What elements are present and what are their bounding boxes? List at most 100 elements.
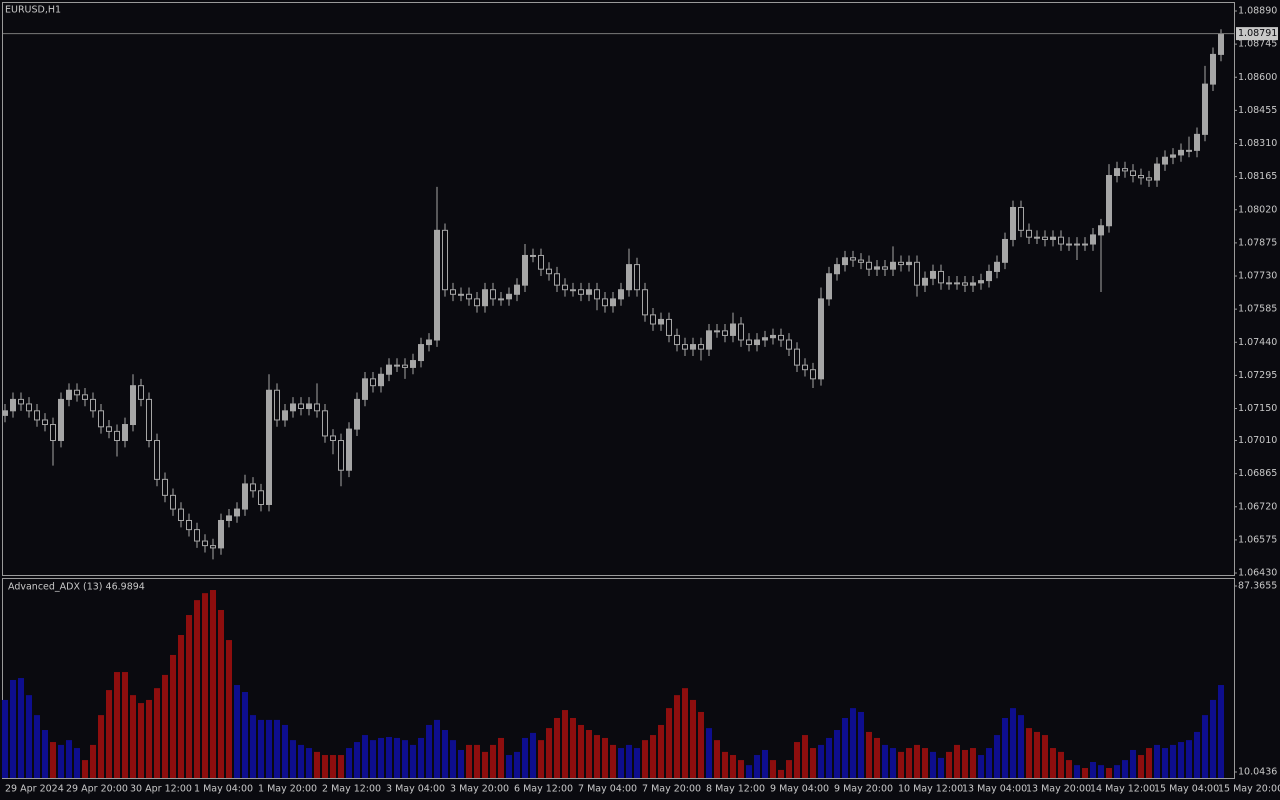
- adx-bar: [1018, 715, 1024, 778]
- adx-bar: [866, 731, 872, 778]
- adx-bar: [650, 735, 656, 778]
- candle-body: [1034, 236, 1040, 239]
- candle-body: [378, 373, 384, 387]
- candle-body: [130, 385, 136, 426]
- adx-bar: [10, 679, 16, 778]
- adx-bar: [410, 744, 416, 778]
- adx-bar: [138, 703, 144, 778]
- adx-bar: [106, 690, 112, 778]
- adx-bar: [218, 609, 224, 778]
- x-tick-label: 8 May 12:00: [706, 784, 765, 795]
- candle-body: [234, 508, 240, 517]
- candle-body: [594, 289, 600, 300]
- candle-body: [226, 515, 232, 521]
- candle-body: [154, 440, 160, 480]
- candle-body: [458, 293, 464, 296]
- adx-bar: [90, 744, 96, 778]
- x-tick-label: 9 May 04:00: [770, 784, 829, 795]
- adx-bar: [186, 615, 192, 778]
- candle-body: [258, 490, 264, 505]
- x-tick-label: 13 May 04:00: [962, 784, 1027, 795]
- adx-bar: [1050, 748, 1056, 778]
- candle-body: [498, 298, 504, 301]
- adx-bar: [594, 735, 600, 778]
- candle-body: [562, 284, 568, 291]
- candle-body: [834, 264, 840, 275]
- candle-body: [322, 410, 328, 437]
- candle-body: [770, 334, 776, 339]
- candle-body: [1074, 243, 1080, 246]
- candle-body: [1194, 133, 1200, 151]
- adx-bar: [362, 735, 368, 778]
- adx-bar: [42, 730, 48, 778]
- y-tick-label: 1.06430: [1238, 568, 1277, 579]
- candle-body: [1122, 168, 1128, 172]
- candle-body: [906, 261, 912, 266]
- candle-body: [1114, 168, 1120, 176]
- adx-bar: [634, 748, 640, 778]
- candle-body: [714, 330, 720, 333]
- last-price-label: 1.08791: [1238, 28, 1277, 39]
- candle-body: [106, 426, 112, 432]
- adx-bar: [1138, 755, 1144, 778]
- candle-body: [1170, 154, 1176, 158]
- adx-bar: [378, 737, 384, 778]
- candle-body: [626, 264, 632, 291]
- adx-bar: [394, 737, 400, 778]
- x-tick-label: 6 May 12:00: [514, 784, 573, 795]
- adx-bar: [714, 740, 720, 778]
- candle-body: [410, 360, 416, 368]
- candle-body: [778, 334, 784, 341]
- adx-bar: [674, 695, 680, 778]
- candle-body: [98, 410, 104, 428]
- adx-bar: [282, 724, 288, 778]
- adx-bar: [826, 737, 832, 778]
- x-tick-label: 14 May 12:00: [1090, 784, 1155, 795]
- candle-body: [114, 430, 120, 442]
- candle-body: [698, 344, 704, 350]
- candle-body: [1218, 33, 1224, 55]
- candle-body: [1202, 83, 1208, 135]
- candle-body: [970, 282, 976, 286]
- indicator-pane: [2, 578, 1235, 779]
- adx-bar: [1034, 731, 1040, 778]
- candle-body: [1186, 149, 1192, 152]
- candle-body: [546, 268, 552, 275]
- candle-body: [722, 330, 728, 336]
- candle-body: [26, 403, 32, 412]
- adx-bar: [754, 755, 760, 778]
- y-tick-label: 1.08455: [1238, 105, 1277, 116]
- adx-bar: [234, 685, 240, 778]
- y-tick-label: 1.06720: [1238, 501, 1277, 512]
- candle-body: [450, 289, 456, 295]
- candle-body: [994, 261, 1000, 272]
- adx-bar: [466, 744, 472, 778]
- candle-body: [914, 261, 920, 286]
- adx-bar: [1122, 760, 1128, 778]
- candle-body: [1146, 177, 1152, 181]
- candle-body: [642, 289, 648, 316]
- adx-bar: [1194, 731, 1200, 778]
- adx-bar: [666, 708, 672, 778]
- adx-bar: [682, 688, 688, 778]
- candle-body: [826, 273, 832, 300]
- x-tick-label: 7 May 04:00: [578, 784, 637, 795]
- adx-bar: [178, 634, 184, 778]
- candle-body: [570, 289, 576, 292]
- adx-bar: [98, 715, 104, 778]
- candle-body: [706, 330, 712, 350]
- candle-body: [242, 483, 248, 510]
- adx-bar: [1066, 760, 1072, 778]
- candle-body: [586, 289, 592, 295]
- last-price-box: [1236, 27, 1278, 41]
- y-tick-label: 1.06575: [1238, 534, 1277, 545]
- candle-body: [938, 270, 944, 284]
- candle-body: [218, 519, 224, 549]
- y-tick-label: 87.3655: [1238, 581, 1277, 592]
- adx-bar: [762, 749, 768, 778]
- candle-body: [1058, 236, 1064, 245]
- candle-body: [874, 266, 880, 270]
- candle-body: [2, 410, 8, 416]
- y-tick-label: 1.07585: [1238, 304, 1277, 315]
- adx-bar: [1042, 735, 1048, 778]
